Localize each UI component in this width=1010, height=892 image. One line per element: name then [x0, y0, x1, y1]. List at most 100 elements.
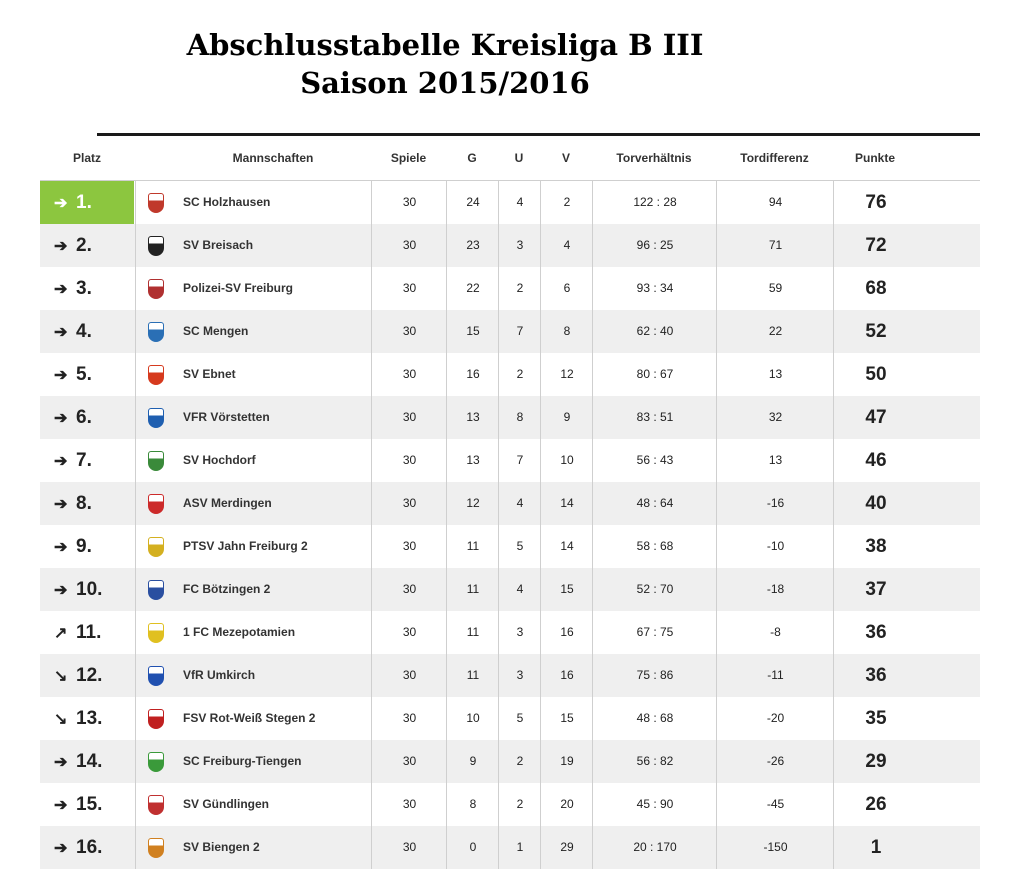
table-row: ➔ 10. FC Bötzingen 2 30 11 4 15 52 : 70 -18 37	[40, 568, 980, 611]
u-cell: 7	[498, 310, 541, 353]
rank: 1.	[76, 192, 92, 213]
torverhaeltnis-cell: 56 : 82	[592, 740, 717, 783]
v-cell: 15	[540, 697, 593, 740]
tordifferenz-cell: -26	[716, 740, 834, 783]
v-cell: 14	[540, 525, 593, 568]
punkte-cell: 38	[833, 525, 918, 568]
logo-cell	[135, 439, 176, 482]
tordifferenz-cell: 59	[716, 267, 834, 310]
tordifferenz-cell: 32	[716, 396, 834, 439]
team-name: SV Hochdorf	[183, 453, 256, 467]
header-platz: Platz	[72, 151, 101, 165]
v-cell: 9	[540, 396, 593, 439]
punkte-cell: 36	[833, 611, 918, 654]
g-cell: 11	[446, 654, 499, 697]
torverhaeltnis-cell: 75 : 86	[592, 654, 717, 697]
team-name: VFR Vörstetten	[183, 410, 270, 424]
torverhaeltnis-cell: 45 : 90	[592, 783, 717, 826]
v-cell: 12	[540, 353, 593, 396]
spiele-cell: 30	[371, 697, 447, 740]
platz-cell: ➔ 2.	[40, 224, 134, 267]
spiele-cell: 30	[371, 654, 447, 697]
tordifferenz-cell: 71	[716, 224, 834, 267]
torverhaeltnis-cell: 48 : 64	[592, 482, 717, 525]
platz-cell: ➔ 14.	[40, 740, 134, 783]
team-name: FC Bötzingen 2	[183, 582, 271, 596]
g-cell: 13	[446, 396, 499, 439]
torverhaeltnis-cell: 62 : 40	[592, 310, 717, 353]
punkte-cell: 68	[833, 267, 918, 310]
g-cell: 11	[446, 525, 499, 568]
club-crest-icon	[148, 278, 164, 299]
punkte-cell: 26	[833, 783, 918, 826]
spiele-cell: 30	[371, 826, 447, 869]
platz-cell: ➔ 9.	[40, 525, 134, 568]
club-crest-icon	[148, 235, 164, 256]
club-crest-icon	[148, 622, 164, 643]
title-line-1: Abschlusstabelle Kreisliga B III	[186, 28, 704, 62]
spiele-cell: 30	[371, 224, 447, 267]
g-cell: 23	[446, 224, 499, 267]
tordifferenz-cell: 13	[716, 353, 834, 396]
u-cell: 4	[498, 568, 541, 611]
table-row: ➔ 9. PTSV Jahn Freiburg 2 30 11 5 14 58 : 68 -10…	[40, 525, 980, 568]
page-title: Abschlusstabelle Kreisliga B III Saison …	[0, 26, 890, 102]
platz-cell: ➔ 15.	[40, 783, 134, 826]
spiele-cell: 30	[371, 482, 447, 525]
platz-cell: ➔ 8.	[40, 482, 134, 525]
tordifferenz-cell: -11	[716, 654, 834, 697]
trend-arrow-icon: ➔	[54, 840, 68, 857]
club-crest-icon	[148, 665, 164, 686]
tordifferenz-cell: 13	[716, 439, 834, 482]
table-header: Platz Mannschaften Spiele G U V Torverhä…	[40, 136, 980, 181]
rank: 9.	[76, 536, 92, 557]
logo-cell	[135, 568, 176, 611]
u-cell: 3	[498, 611, 541, 654]
punkte-cell: 29	[833, 740, 918, 783]
torverhaeltnis-cell: 67 : 75	[592, 611, 717, 654]
torverhaeltnis-cell: 20 : 170	[592, 826, 717, 869]
trend-arrow-icon: ➔	[54, 754, 68, 771]
logo-cell	[135, 224, 176, 267]
u-cell: 2	[498, 783, 541, 826]
logo-cell	[135, 353, 176, 396]
logo-cell	[135, 826, 176, 869]
platz-cell: ➔ 5.	[40, 353, 134, 396]
logo-cell	[135, 181, 176, 224]
spiele-cell: 30	[371, 439, 447, 482]
header-mannschaften: Mannschaften	[232, 151, 314, 165]
rank: 6.	[76, 407, 92, 428]
spiele-cell: 30	[371, 525, 447, 568]
u-cell: 3	[498, 654, 541, 697]
g-cell: 11	[446, 568, 499, 611]
v-cell: 2	[540, 181, 593, 224]
punkte-cell: 37	[833, 568, 918, 611]
v-cell: 16	[540, 654, 593, 697]
spiele-cell: 30	[371, 568, 447, 611]
team-name: SC Holzhausen	[183, 195, 271, 209]
platz-cell: ➔ 7.	[40, 439, 134, 482]
club-crest-icon	[148, 407, 164, 428]
table-row: ➔ 5. SV Ebnet 30 16 2 12 80 : 67 13 50	[40, 353, 980, 396]
club-crest-icon	[148, 364, 164, 385]
punkte-cell: 52	[833, 310, 918, 353]
tordifferenz-cell: -8	[716, 611, 834, 654]
u-cell: 1	[498, 826, 541, 869]
tordifferenz-cell: 22	[716, 310, 834, 353]
rank: 12.	[76, 665, 103, 686]
rank: 5.	[76, 364, 92, 385]
torverhaeltnis-cell: 56 : 43	[592, 439, 717, 482]
table-row: ➔ 16. SV Biengen 2 30 0 1 29 20 : 170 -150 1	[40, 826, 980, 869]
g-cell: 15	[446, 310, 499, 353]
trend-arrow-icon: ➔	[54, 453, 68, 470]
v-cell: 16	[540, 611, 593, 654]
table-row: ➔ 7. SV Hochdorf 30 13 7 10 56 : 43 13 46	[40, 439, 980, 482]
table-body: ➔ 1. SC Holzhausen 30 24 4 2 122 : 28 94 76 ➔ 2. SV …	[40, 181, 980, 869]
u-cell: 5	[498, 525, 541, 568]
rank: 3.	[76, 278, 92, 299]
trend-arrow-icon: ➔	[54, 324, 68, 341]
header-tordifferenz: Tordifferenz	[740, 151, 809, 165]
g-cell: 11	[446, 611, 499, 654]
table-row: ↘ 12. VfR Umkirch 30 11 3 16 75 : 86 -11 36	[40, 654, 980, 697]
rank: 13.	[76, 708, 103, 729]
